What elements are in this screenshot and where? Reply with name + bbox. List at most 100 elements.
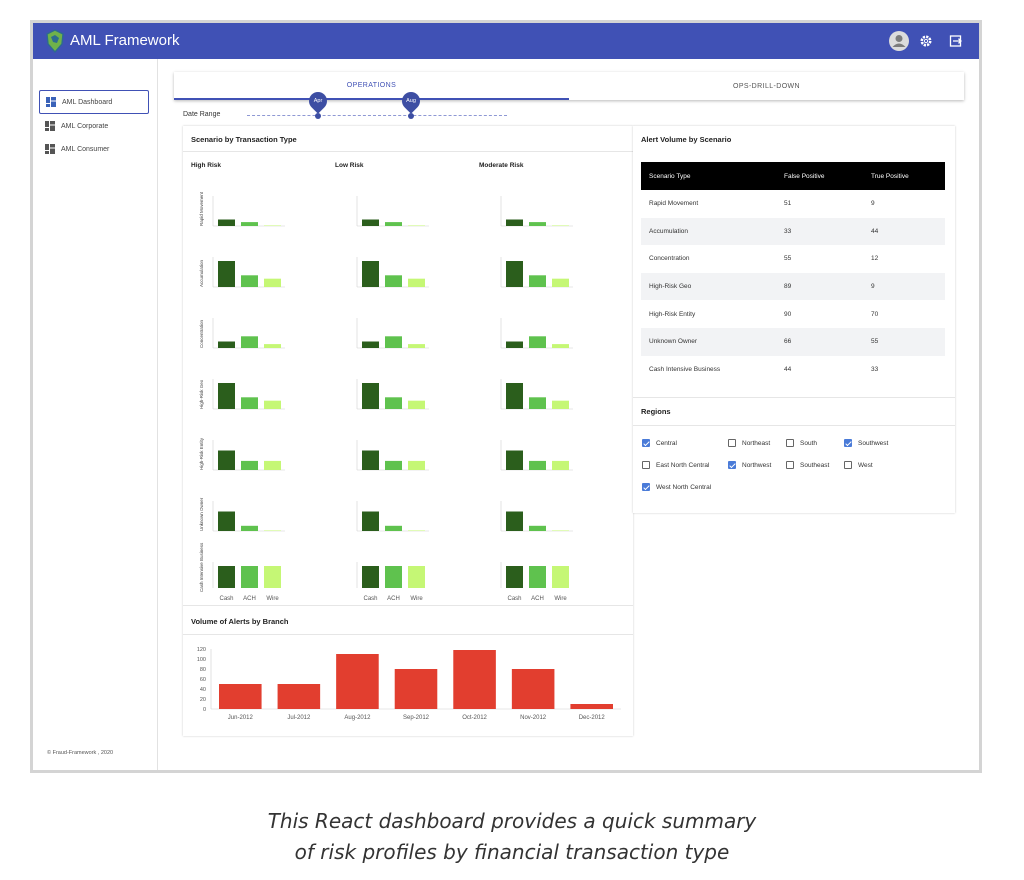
table-row: Rapid Movement 51 9 [641,190,945,218]
bar-low-risk-ach [385,566,402,588]
checkbox-icon[interactable] [728,439,736,447]
divider [183,605,633,606]
account-circle-icon[interactable] [888,30,910,52]
logout-icon[interactable] [949,34,963,48]
bar-low-risk-ach [385,525,402,531]
x-tick-label: ACH [531,596,544,602]
bar-moderate-risk-cash [506,450,523,470]
bar-moderate-risk-wire [552,530,569,531]
row-label: Unknown Owner [199,497,204,531]
x-tick-label: Sep-2012 [403,715,430,721]
region-checkbox-northeast[interactable]: Northeast [728,439,770,447]
bar-low-risk-wire [408,344,425,348]
y-tick-label: 20 [200,697,206,703]
divider [183,634,633,635]
bar-moderate-risk-cash [506,261,523,287]
sidebar-item-aml-corporate[interactable]: AML Corporate [39,114,149,138]
app-bar: AML Framework [33,23,979,59]
regions-title: Regions [641,407,671,416]
sidebar-item-aml-consumer[interactable]: AML Consumer [39,137,149,161]
caption-line-1: This React dashboard provides a quick su… [267,809,757,833]
divider [183,151,633,152]
sidebar-item-aml-dashboard[interactable]: AML Dashboard [39,90,149,114]
dashboard-icon [45,121,55,131]
divider [633,425,955,426]
bar-moderate-risk-wire [552,278,569,287]
slider-start-pin: Apr [305,88,331,114]
bar-low-risk-cash [362,219,379,226]
cell-true-positive: 55 [863,327,945,356]
branch-bar [219,684,262,709]
bar-high-risk-ach [241,275,258,287]
row-label: Rapid Movement [199,191,204,226]
cell-false-positive: 89 [776,272,863,301]
checkbox-icon[interactable] [642,439,650,447]
footer-copyright: © Fraud-Framework , 2020 [47,750,114,756]
bar-high-risk-cash [218,219,235,226]
bar-high-risk-cash [218,566,235,588]
checkbox-icon[interactable] [844,439,852,447]
x-tick-label: Cash [363,596,378,602]
branch-bar [394,669,438,709]
bar-moderate-risk-ach [529,336,546,348]
bar-high-risk-ach [241,222,258,226]
checkbox-icon[interactable] [728,461,736,469]
tab-operations[interactable]: OPERATIONS [174,72,569,100]
tab-ops-drill-down[interactable]: OPS-DRILL-DOWN [732,82,801,90]
bar-moderate-risk-wire [552,566,569,588]
sidebar: AML Dashboard AML Corporate AML Consumer… [33,59,158,770]
app-title: AML Framework [70,32,180,49]
region-checkbox-east-north-central[interactable]: East North Central [642,461,709,469]
gear-icon[interactable] [919,34,933,48]
bar-low-risk-cash [362,511,379,531]
caption-line-2: of risk profiles by financial transactio… [294,840,730,864]
bar-low-risk-cash [362,383,379,409]
row-label: Accumulation [199,259,204,287]
checkbox-icon[interactable] [844,461,852,469]
cell-scenario: High-Risk Entity [649,310,696,318]
bar-high-risk-wire [264,225,281,226]
cell-scenario: Rapid Movement [649,200,699,208]
y-tick-label: 120 [197,647,206,653]
region-checkbox-south[interactable]: South [786,439,817,447]
x-tick-label: Wire [554,596,567,602]
cell-scenario: Unknown Owner [641,327,776,356]
slider-end-thumb[interactable] [408,113,414,119]
region-checkbox-southwest[interactable]: Southwest [844,439,888,447]
table-header-row: Scenario Type False Positive True Positi… [641,162,945,190]
row-label: Cash Intensive Business [199,542,204,592]
tab-bar: OPERATIONS OPS-DRILL-DOWN [174,72,964,100]
checkbox-icon[interactable] [786,461,794,469]
slider-start-thumb[interactable] [315,113,321,119]
cell-true-positive: 70 [871,310,879,318]
x-tick-label: ACH [243,596,256,602]
checkbox-icon[interactable] [642,461,650,469]
bar-moderate-risk-ach [529,397,546,409]
y-tick-label: 0 [203,707,206,713]
bar-low-risk-wire [408,400,425,409]
region-checkbox-northwest[interactable]: Northwest [728,461,771,469]
sidebar-item-label: AML Dashboard [62,98,113,106]
bar-low-risk-wire [408,278,425,287]
bar-low-risk-wire [408,460,425,470]
y-tick-label: 60 [200,677,206,683]
cell-false-positive: 33 [776,217,863,246]
checkbox-icon[interactable] [642,483,650,491]
cell-true-positive: 33 [871,365,879,373]
region-checkbox-west-north-central[interactable]: West North Central [642,483,711,491]
date-range-label: Date Range [183,111,221,118]
region-checkbox-southeast[interactable]: Southeast [786,461,829,469]
branch-bar [511,669,555,709]
branch-bar [336,654,379,709]
cell-true-positive: 9 [863,272,945,301]
row-label: Concentration [199,319,204,348]
region-checkbox-west[interactable]: West [844,461,873,469]
date-range-slider[interactable]: Apr Aug [247,88,507,119]
bar-moderate-risk-wire [552,225,569,226]
checkbox-icon[interactable] [786,439,794,447]
region-checkbox-central[interactable]: Central [642,439,677,447]
bar-low-risk-wire [408,566,425,588]
bar-moderate-risk-ach [529,525,546,531]
y-tick-label: 40 [200,687,206,693]
bar-moderate-risk-cash [506,566,523,588]
